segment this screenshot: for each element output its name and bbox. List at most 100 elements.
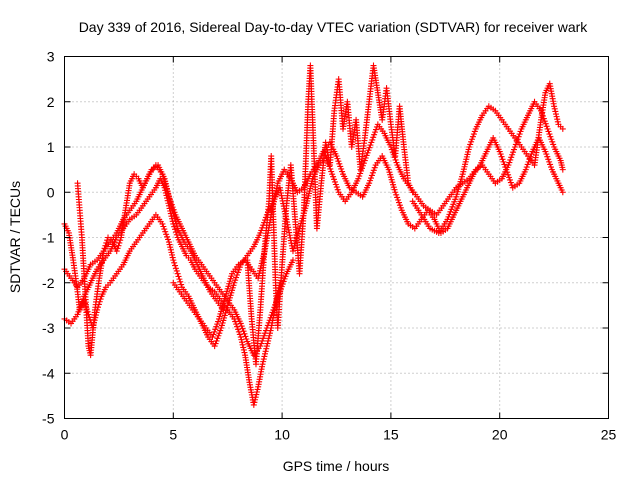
data-point [169,251,176,258]
data-point [231,279,238,286]
data-point [165,239,172,246]
data-point [498,153,505,160]
y-axis-label: SDTVAR / TECUs [7,181,23,293]
data-point [355,175,362,182]
data-point [262,348,269,355]
data-point [364,149,371,156]
data-point [238,336,245,343]
data-point [233,321,240,328]
data-point [559,189,566,196]
data-point [471,128,478,135]
data-point [331,178,338,185]
data-point [234,269,241,276]
data-point [507,179,514,186]
data-point [328,168,335,175]
data-point [329,171,336,178]
data-point [501,161,508,168]
data-point [469,136,476,143]
data-point [214,335,221,342]
data-point [235,328,242,335]
data-point [336,160,343,167]
data-point [505,171,512,178]
data-point [240,346,247,353]
data-point [215,332,222,339]
data-point [164,233,171,240]
axis-ticks: 0 5 10 15 20 25 -5 -4 -3 -2 -1 0 1 2 3 [42,49,616,443]
data-point [240,344,247,351]
data-point [545,156,552,163]
data-point [210,331,217,338]
series-track-7 [409,80,566,236]
data-point [525,158,532,165]
data-point [549,138,556,145]
data-point [115,242,122,249]
data-point [551,103,558,110]
data-point [167,244,174,251]
data-point [522,166,529,173]
series-track-4 [74,162,227,359]
data-point [330,173,337,180]
data-point [236,331,243,338]
data-point [177,278,184,285]
data-point [212,326,219,333]
data-point [281,275,288,282]
data-point [334,155,341,162]
data-point [515,133,522,140]
data-point [237,334,244,341]
data-point [282,273,289,280]
data-point [516,131,523,138]
data-point [178,281,185,288]
data-point [548,136,555,143]
data-point [559,166,566,173]
data-point [113,248,120,255]
data-point [257,229,264,236]
data-point [552,108,559,115]
data-point [371,164,378,171]
y-tick-label: -3 [42,320,55,336]
data-point [100,248,107,255]
data-point [114,245,121,252]
data-point [212,340,219,347]
data-point [506,176,513,183]
data-point [268,312,275,319]
data-point [263,345,270,352]
data-point [395,199,402,206]
data-point [554,116,561,123]
data-point [506,174,513,181]
data-point [502,164,509,171]
data-point [264,322,271,329]
data-point [547,164,554,171]
data-point [368,175,375,182]
data-point [254,386,261,393]
data-point [174,270,181,277]
data-point [553,113,560,120]
y-tick-label: -1 [42,230,55,246]
data-point [547,161,554,168]
data-point [393,191,400,198]
data-point [546,131,553,138]
data-point [81,300,88,307]
data-point [238,323,245,330]
data-point [243,335,250,342]
data-point [289,257,296,264]
data-point [265,337,272,344]
x-axis-label: GPS time / hours [283,458,390,474]
data-point [370,167,377,174]
data-point [241,330,248,337]
data-point [215,318,222,325]
data-point [161,226,168,233]
data-point [554,118,561,125]
data-point [544,125,551,132]
data-point [551,105,558,112]
data-point [176,276,183,283]
x-tick-label: 5 [169,427,177,443]
data-point [211,343,218,350]
data-point [500,158,507,165]
data-point [267,314,274,321]
data-point [162,228,169,235]
data-point [74,311,81,318]
x-tick-label: 15 [383,427,399,443]
data-point [260,358,267,365]
data-point [172,265,179,272]
data-point [216,330,223,337]
